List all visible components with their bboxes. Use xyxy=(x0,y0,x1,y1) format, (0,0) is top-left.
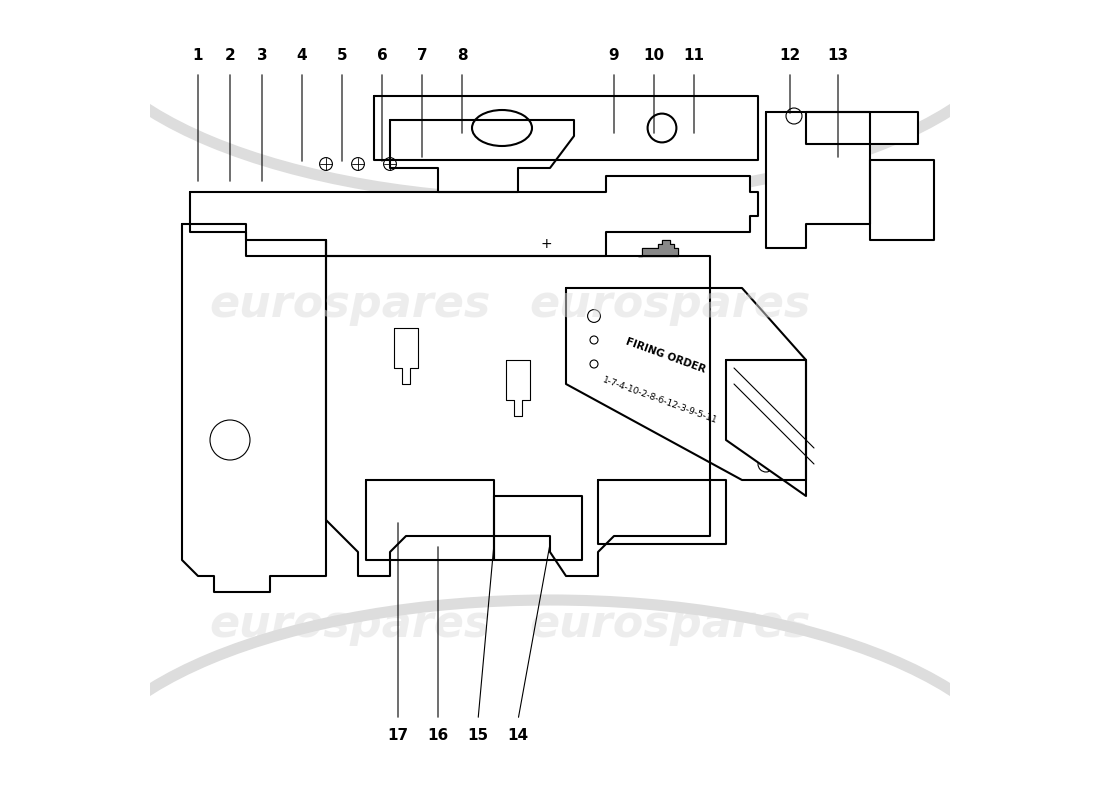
Text: 12: 12 xyxy=(780,49,801,63)
Text: 4: 4 xyxy=(297,49,307,63)
Polygon shape xyxy=(326,240,710,576)
Text: 10: 10 xyxy=(644,49,664,63)
Polygon shape xyxy=(494,496,582,560)
Text: 3: 3 xyxy=(256,49,267,63)
Polygon shape xyxy=(374,96,758,160)
Text: 13: 13 xyxy=(827,49,848,63)
Text: 5: 5 xyxy=(337,49,348,63)
Text: eurospares: eurospares xyxy=(209,282,491,326)
Text: 15: 15 xyxy=(468,729,488,743)
Text: 9: 9 xyxy=(608,49,619,63)
Text: 14: 14 xyxy=(507,729,529,743)
Polygon shape xyxy=(566,288,806,480)
Text: +: + xyxy=(540,237,552,251)
Text: eurospares: eurospares xyxy=(529,282,811,326)
Polygon shape xyxy=(190,176,758,256)
Polygon shape xyxy=(726,360,806,496)
Text: 1: 1 xyxy=(192,49,204,63)
Polygon shape xyxy=(598,480,726,544)
Text: 1-7-4-10-2-8-6-12-3-9-5-11: 1-7-4-10-2-8-6-12-3-9-5-11 xyxy=(602,375,719,425)
Polygon shape xyxy=(766,112,870,248)
Text: 16: 16 xyxy=(428,729,449,743)
Text: 8: 8 xyxy=(456,49,468,63)
Text: 6: 6 xyxy=(376,49,387,63)
Polygon shape xyxy=(182,224,326,592)
Text: eurospares: eurospares xyxy=(529,602,811,646)
Polygon shape xyxy=(638,240,678,256)
Polygon shape xyxy=(366,480,494,560)
Polygon shape xyxy=(870,160,934,240)
Polygon shape xyxy=(806,112,918,144)
Text: FIRING ORDER: FIRING ORDER xyxy=(625,337,707,375)
Text: 2: 2 xyxy=(224,49,235,63)
Text: 17: 17 xyxy=(387,729,408,743)
Text: 7: 7 xyxy=(417,49,427,63)
Polygon shape xyxy=(390,120,574,192)
Text: 11: 11 xyxy=(683,49,704,63)
Text: eurospares: eurospares xyxy=(209,602,491,646)
